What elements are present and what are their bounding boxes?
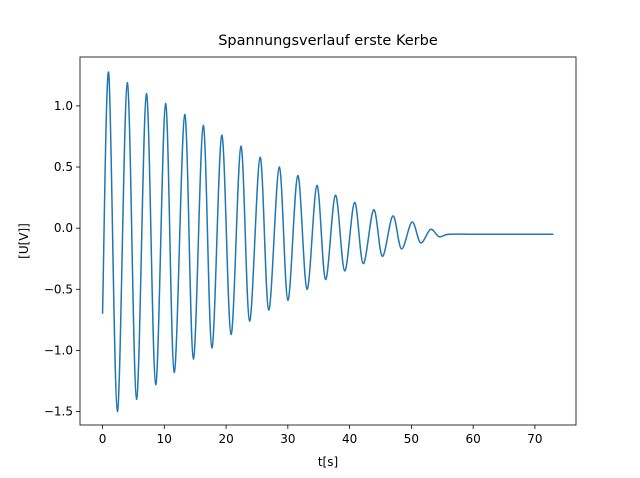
x-tick-label: 40 <box>342 432 357 446</box>
x-tick-label: 70 <box>527 432 542 446</box>
y-tick-label: 0.5 <box>54 160 73 174</box>
data-line <box>101 71 554 413</box>
chart-title: Spannungsverlauf erste Kerbe <box>218 33 438 49</box>
x-axis-label: t[s] <box>318 455 338 469</box>
x-tick-label: 20 <box>218 432 233 446</box>
x-tick-label: 10 <box>157 432 172 446</box>
y-tick-label: −1.0 <box>44 343 73 357</box>
x-tick-label: 60 <box>466 432 481 446</box>
y-axis-label: [U[V]] <box>17 223 31 259</box>
x-tick-label: 50 <box>404 432 419 446</box>
x-tick-label: 30 <box>280 432 295 446</box>
y-tick-label: 0.0 <box>54 221 73 235</box>
y-tick-label: −1.5 <box>44 405 73 419</box>
y-tick-label: 1.0 <box>54 99 73 113</box>
x-tick-label: 0 <box>99 432 107 446</box>
plot-frame <box>79 56 577 426</box>
y-tick-label: −0.5 <box>44 282 73 296</box>
